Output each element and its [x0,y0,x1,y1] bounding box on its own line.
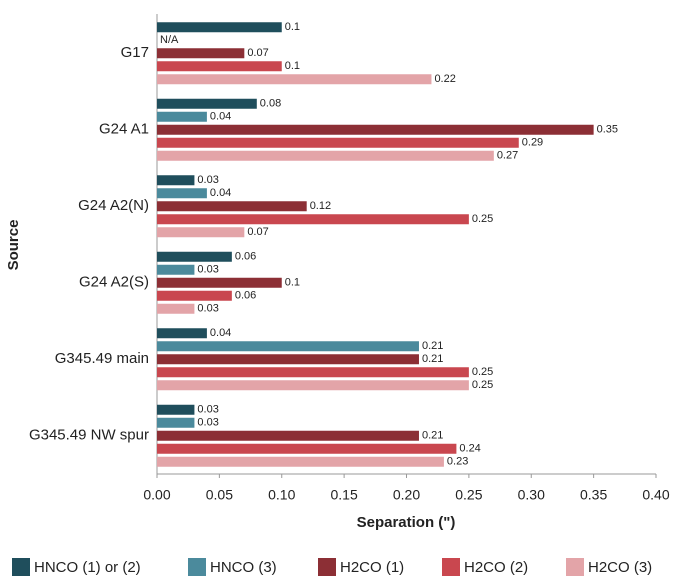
value-label: 0.25 [472,379,493,391]
value-label: 0.25 [472,366,493,378]
bar [157,111,207,122]
bar [157,341,419,352]
y-axis-title: Source [5,220,22,271]
bar [157,417,195,428]
bar [157,124,594,135]
bar [157,404,195,415]
legend-label: H2CO (2) [464,559,528,576]
legend-swatch [318,558,336,576]
bar [157,61,282,72]
value-label: 0.23 [447,456,468,468]
bar [157,175,195,186]
legend-label: H2CO (3) [588,559,652,576]
y-tick-label: G24 A1 [99,121,149,138]
y-tick-label: G17 [121,44,149,61]
x-tick-label: 0.35 [580,487,607,503]
value-label: 0.06 [235,290,256,302]
x-axis-title: Separation (") [357,514,456,531]
value-label: 0.25 [472,213,493,225]
bar [157,137,519,148]
bar [157,328,207,339]
value-label: 0.03 [197,264,218,276]
x-tick-label: 0.05 [206,487,233,503]
value-label: 0.03 [197,303,218,315]
bar [157,227,245,238]
y-tick-label: G345.49 NW spur [29,427,149,444]
bar [157,48,245,59]
value-label: 0.12 [310,200,331,212]
value-label: 0.04 [210,111,231,123]
legend-label: HNCO (1) or (2) [34,559,141,576]
bar [157,201,307,212]
legend-swatch [188,558,206,576]
y-tick-label: G345.49 main [55,350,149,367]
bar [157,188,207,199]
value-label: 0.22 [434,73,455,85]
bar [157,430,419,441]
value-label: 0.03 [197,417,218,429]
value-label: 0.1 [285,21,300,33]
value-label: 0.03 [197,404,218,416]
bar [157,277,282,288]
bar [157,264,195,275]
legend-swatch [442,558,460,576]
bar [157,290,232,301]
value-label: 0.21 [422,430,443,442]
value-label: 0.29 [522,137,543,149]
value-label: N/A [160,34,179,46]
x-tick-label: 0.15 [331,487,358,503]
x-tick-label: 0.00 [143,487,170,503]
bar [157,214,469,225]
legend-swatch [566,558,584,576]
bar [157,22,282,33]
bar [157,456,444,467]
value-label: 0.07 [247,47,268,59]
legend-swatch [12,558,30,576]
value-label: 0.27 [497,150,518,162]
bar [157,380,469,391]
bar [157,150,494,161]
bar [157,74,432,85]
x-tick-label: 0.20 [393,487,420,503]
value-label: 0.21 [422,340,443,352]
value-label: 0.21 [422,353,443,365]
bar [157,367,469,378]
x-tick-label: 0.10 [268,487,295,503]
value-label: 0.24 [459,443,480,455]
value-label: 0.1 [285,60,300,72]
x-tick-label: 0.30 [518,487,545,503]
y-tick-label: G24 A2(N) [78,197,149,214]
bar [157,303,195,314]
value-label: 0.04 [210,327,231,339]
y-tick-label: G24 A2(S) [79,274,149,291]
value-label: 0.35 [597,124,618,136]
value-label: 0.08 [260,98,281,110]
legend-label: HNCO (3) [210,559,277,576]
x-tick-label: 0.40 [642,487,669,503]
bar [157,98,257,109]
value-label: 0.06 [235,251,256,263]
value-label: 0.1 [285,277,300,289]
bar [157,354,419,365]
x-tick-label: 0.25 [455,487,482,503]
bar [157,251,232,262]
value-label: 0.03 [197,174,218,186]
legend-label: H2CO (1) [340,559,404,576]
value-label: 0.07 [247,226,268,238]
value-label: 0.04 [210,187,231,199]
bar [157,443,457,454]
